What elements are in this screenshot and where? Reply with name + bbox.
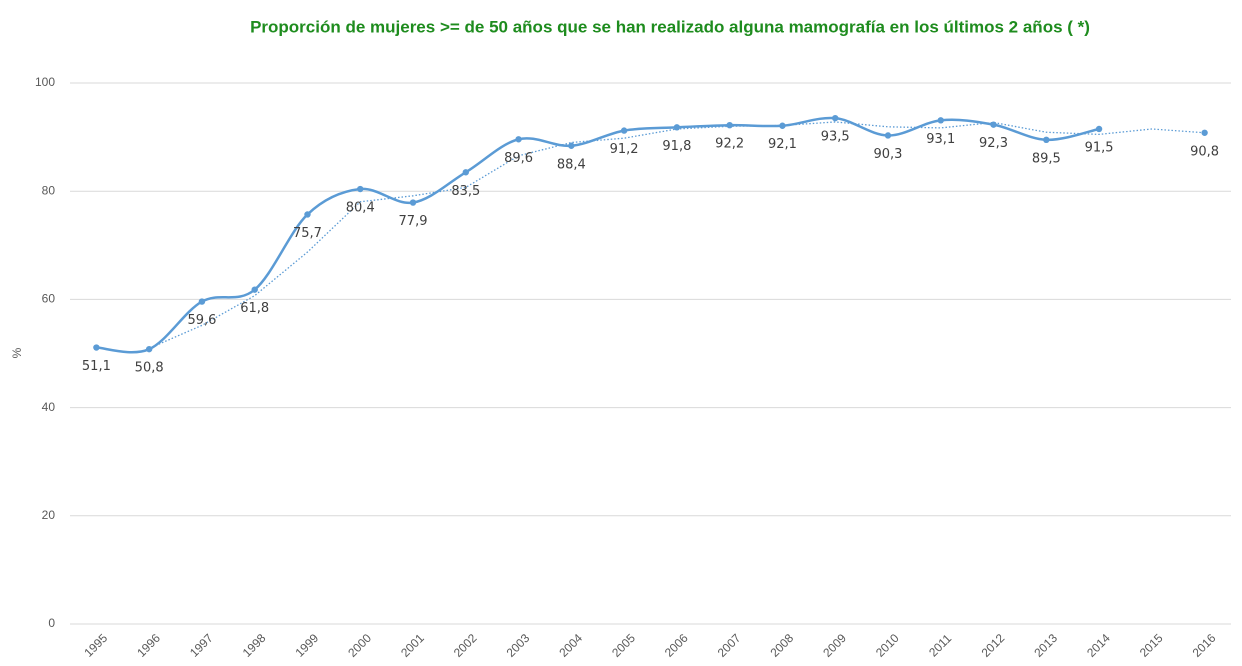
data-point [620,127,628,134]
x-tick-label: 2003 [504,631,533,660]
data-point [1201,129,1208,136]
y-tick-label: 100 [35,75,55,89]
data-label: 77,9 [399,214,428,229]
x-tick-label: 2014 [1084,631,1113,660]
x-tick-label: 2000 [345,631,374,660]
x-tick-label: 1999 [293,631,322,660]
data-label: 92,3 [979,136,1008,151]
data-label: 61,8 [240,301,269,316]
data-point [990,121,997,128]
x-tick-label: 2015 [1137,631,1166,660]
data-label: 90,8 [1190,144,1219,159]
x-tick-label: 2008 [767,631,796,660]
data-point [409,199,417,206]
x-tick-label: 1996 [134,631,163,660]
x-tick-label: 2009 [820,631,849,660]
chart-title: Proporción de mujeres >= de 50 años que … [250,17,1090,36]
data-label: 91,8 [662,139,691,154]
data-label: 51,1 [82,359,111,374]
x-tick-label: 2012 [979,631,1008,660]
data-point [884,132,892,139]
x-tick-label: 2011 [926,631,954,659]
data-point [304,211,311,218]
data-label: 59,6 [187,313,216,328]
data-point [462,169,469,176]
data-point [198,298,206,305]
data-point [1043,136,1050,144]
data-label: 91,5 [1085,140,1114,155]
data-label: 88,4 [557,157,586,172]
data-label: 75,7 [293,226,322,241]
data-label: 93,1 [926,132,955,147]
x-tick-label: 2001 [398,631,427,660]
data-point [568,142,575,149]
x-tick-label: 1998 [240,631,269,660]
data-label: 92,1 [768,137,797,152]
data-label: 93,5 [821,130,850,145]
data-label: 89,6 [504,151,533,166]
data-point [673,124,681,131]
data-label: 83,5 [451,184,480,199]
data-point [93,344,100,351]
data-label: 50,8 [135,361,164,376]
data-point [832,114,839,122]
y-tick-label: 40 [42,400,56,414]
data-point [251,286,258,293]
data-point [779,122,786,129]
x-tick-label: 1995 [81,631,110,660]
y-tick-label: 60 [42,292,56,306]
x-tick-label: 2005 [609,631,638,660]
data-label: 90,3 [874,147,903,162]
y-tick-label: 20 [42,508,56,522]
x-tick-label: 1997 [187,631,216,660]
y-axis-label: % [10,347,24,358]
data-point [726,121,733,129]
x-tick-label: 2007 [715,631,744,660]
y-tick-label: 80 [42,183,56,197]
x-tick-label: 2016 [1190,631,1219,660]
data-label: 80,4 [346,201,375,216]
y-tick-label: 0 [48,616,55,630]
data-point [145,345,153,353]
x-tick-label: 2004 [556,631,585,660]
data-point [937,117,944,124]
x-tick-label: 2006 [662,631,691,660]
x-tick-label: 2002 [451,631,480,660]
data-point [515,136,522,143]
data-label: 91,2 [610,142,639,157]
data-label: 89,5 [1032,151,1061,166]
data-label: 92,2 [715,137,744,152]
x-tick-label: 2010 [873,631,902,660]
data-point [1095,125,1103,133]
data-point [357,185,364,193]
x-tick-label: 2013 [1031,631,1060,660]
